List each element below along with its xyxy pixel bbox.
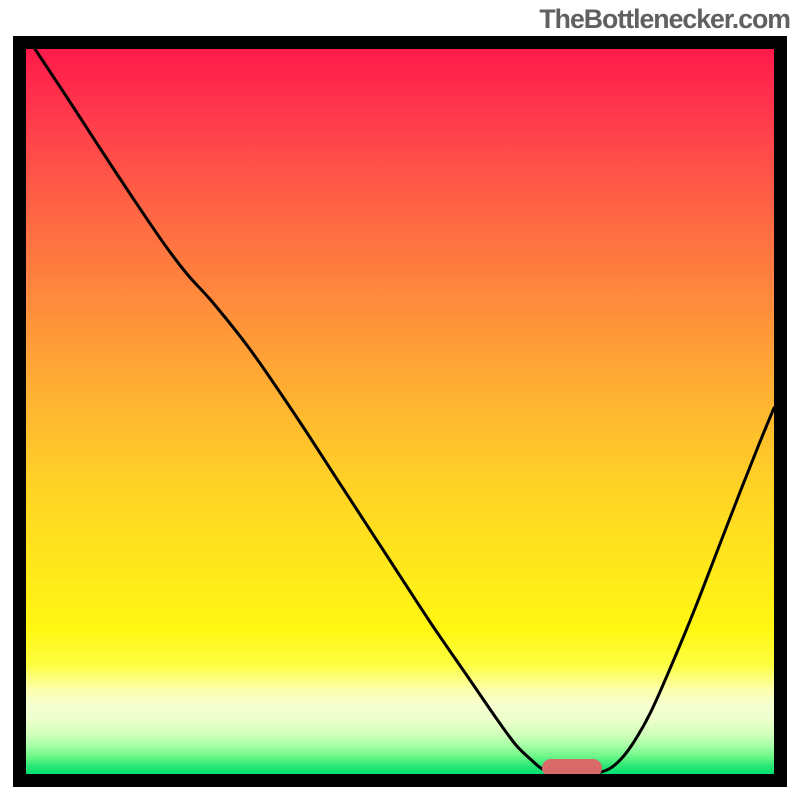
optimum-marker bbox=[542, 759, 602, 774]
bottleneck-curve bbox=[26, 49, 774, 774]
watermark-text: TheBottlenecker.com bbox=[539, 4, 790, 35]
chart-frame: TheBottlenecker.com bbox=[0, 0, 800, 800]
plot-area bbox=[26, 49, 774, 774]
